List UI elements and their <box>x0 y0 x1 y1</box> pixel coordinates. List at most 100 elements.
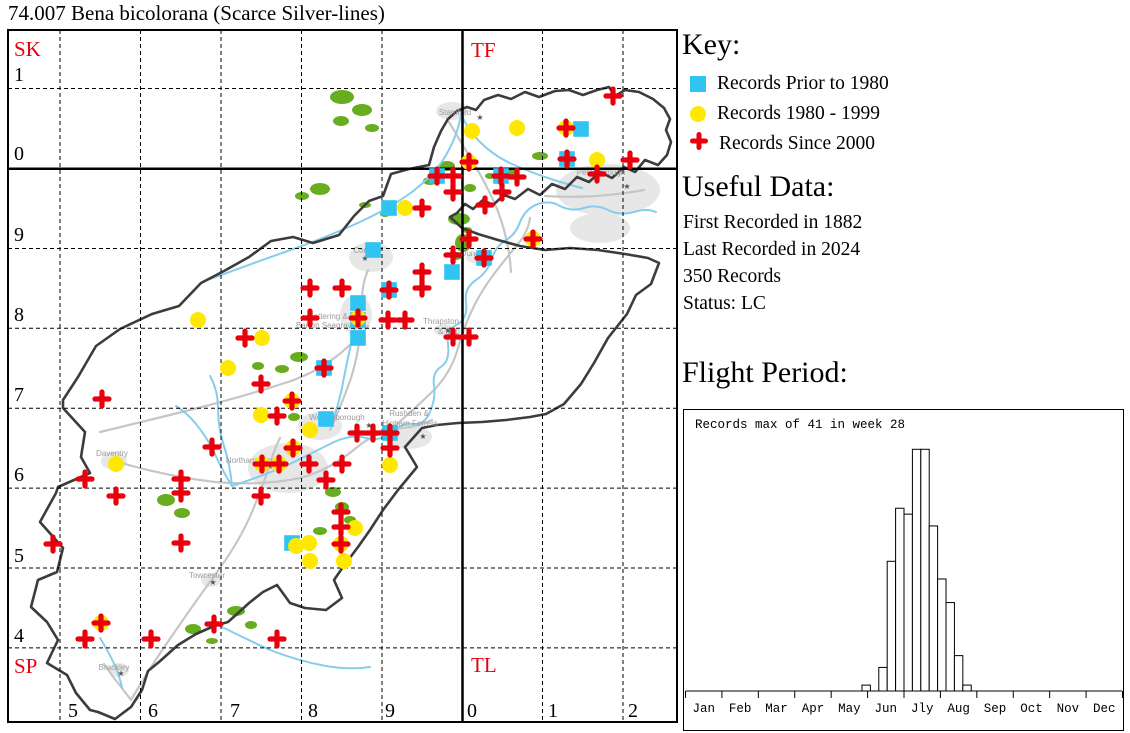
record-marker-cross <box>363 423 383 443</box>
record-marker-circle <box>288 538 304 554</box>
record-marker-cross <box>491 166 511 186</box>
record-marker-cross <box>459 327 479 347</box>
woodland-patches <box>157 90 548 644</box>
record-marker-cross <box>395 310 415 330</box>
week-bar-30 <box>928 525 939 692</box>
week-bar-31 <box>937 578 947 692</box>
record-marker-square <box>318 411 334 427</box>
month-label-Jly: Jly <box>911 702 934 716</box>
record-marker-circle <box>254 330 270 346</box>
record-marker-circle <box>301 535 317 551</box>
record-marker-circle <box>464 123 480 139</box>
grid-letter-TL: TL <box>471 653 497 677</box>
record-marker-cross <box>92 389 112 409</box>
town-star-icon: ★ <box>623 182 630 191</box>
record-marker-circle <box>220 360 236 376</box>
col-label-7: 7 <box>230 700 240 722</box>
record-marker-cross <box>316 470 336 490</box>
row-label-8: 8 <box>14 304 24 326</box>
record-marker-cross <box>252 454 272 474</box>
map-border <box>7 29 678 723</box>
record-marker-cross <box>300 308 320 328</box>
legend-item-since-2000: Records Since 2000 <box>690 132 875 155</box>
record-marker-cross <box>412 198 432 218</box>
grid-100km-solid <box>8 30 677 722</box>
record-marker-square <box>350 295 366 311</box>
week-bar-26 <box>895 507 905 692</box>
record-marker-cross <box>141 629 161 649</box>
record-marker-cross <box>459 152 479 172</box>
record-marker-cross <box>91 613 111 633</box>
col-label-1: 1 <box>548 700 558 722</box>
place-label: Wellingborough <box>309 413 364 422</box>
record-count: 350 Records <box>683 266 782 287</box>
place-label: Barton Seagrave <box>296 321 357 330</box>
town-star-icon: ★ <box>444 326 451 335</box>
record-marker-cross <box>331 534 351 554</box>
week-bar-33 <box>953 655 964 692</box>
month-label-Aug: Aug <box>947 702 970 716</box>
month-label-Jan: Jan <box>692 702 715 716</box>
road-lines <box>98 120 646 702</box>
col-label-6: 6 <box>148 700 158 722</box>
record-marker-cross <box>492 182 512 202</box>
record-marker-cross <box>557 149 577 169</box>
blue-square-icon <box>690 76 706 92</box>
grid-letter-SP: SP <box>14 654 37 678</box>
page-title: 74.007 Bena bicolorana (Scarce Silver-li… <box>8 1 385 25</box>
town-star-icon: ★ <box>266 462 273 471</box>
row-label-4: 4 <box>14 625 24 647</box>
town-star-icon: ★ <box>365 421 372 430</box>
month-label-Dec: Dec <box>1093 702 1116 716</box>
record-marker-cross <box>620 150 640 170</box>
record-marker-cross <box>443 245 463 265</box>
place-label: Kettering & <box>308 312 348 321</box>
month-label-May: May <box>838 702 861 716</box>
record-marker-cross <box>202 437 222 457</box>
legend-label: Records Since 2000 <box>719 133 875 154</box>
place-label: Brackley <box>99 663 130 672</box>
week-bar-27 <box>903 513 913 692</box>
record-marker-cross <box>331 502 351 522</box>
record-marker-cross <box>347 423 367 443</box>
record-marker-circle <box>509 120 525 136</box>
record-marker-cross <box>379 280 399 300</box>
row-label-0: 0 <box>14 143 24 165</box>
grid-10km-dashed <box>8 30 677 722</box>
place-label: Corby <box>353 246 374 255</box>
grid-letter-SK: SK <box>14 37 41 61</box>
record-marker-cross <box>106 486 126 506</box>
week-bar-25 <box>886 560 897 692</box>
record-marker-square <box>573 121 589 137</box>
month-label-Jun: Jun <box>875 702 898 716</box>
record-marker-circle <box>589 152 605 168</box>
first-recorded: First Recorded in 1882 <box>683 212 863 233</box>
flight-period-chart: Records max of 41 in week 28 Jan Feb Mar Ap… <box>683 409 1124 731</box>
status: Status: LC <box>683 293 766 314</box>
record-marker-cross <box>348 308 368 328</box>
legend-item-prior-1980: Records Prior to 1980 <box>690 73 889 95</box>
week-bar-24 <box>878 666 888 692</box>
record-marker-circle <box>397 200 413 216</box>
week-bar-28 <box>911 448 922 692</box>
record-marker-cross <box>523 229 543 249</box>
record-marker-circle <box>302 553 318 569</box>
place-label: Higham Ferrers <box>382 419 438 428</box>
week-bar-29 <box>920 448 930 692</box>
yellow-circle-icon <box>690 106 706 122</box>
record-marker-cross <box>443 182 463 202</box>
place-label: Oundle <box>460 249 486 258</box>
record-marker-cross <box>299 454 319 474</box>
month-label-Sep: Sep <box>984 702 1007 716</box>
record-markers <box>43 86 640 649</box>
record-marker-cross <box>282 391 302 411</box>
col-label-5: 5 <box>68 700 78 722</box>
record-marker-cross <box>314 358 334 378</box>
river-lines <box>99 113 657 689</box>
col-label-0: 0 <box>467 700 477 722</box>
place-label: Thrapston <box>423 317 459 326</box>
record-marker-cross <box>75 469 95 489</box>
record-marker-circle <box>336 553 352 569</box>
place-label: Rushden & <box>389 409 429 418</box>
legend-label: Records 1980 - 1999 <box>717 103 881 124</box>
